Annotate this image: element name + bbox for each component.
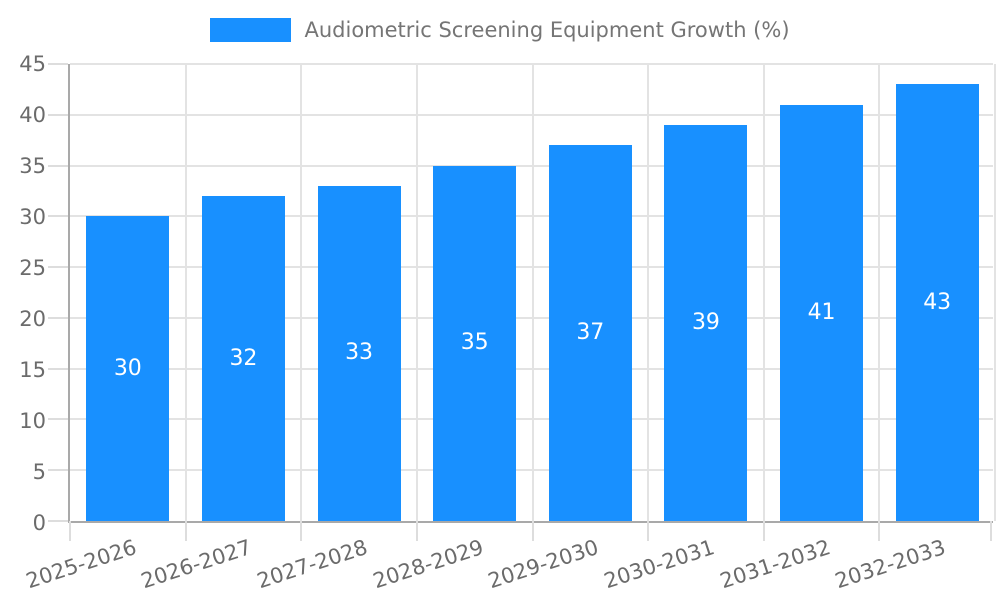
bar-value-label: 41 (807, 299, 836, 325)
bar: 30 (86, 216, 170, 521)
x-tick (531, 521, 534, 541)
bar-value-label: 30 (113, 355, 142, 381)
y-tick (48, 266, 68, 269)
v-gridline (300, 64, 303, 521)
x-tick (415, 521, 418, 541)
x-tick (878, 521, 881, 541)
y-tick-label: 35 (19, 154, 46, 178)
bar-value-label: 32 (229, 345, 258, 371)
y-tick-label: 10 (19, 409, 46, 433)
v-gridline (531, 64, 534, 521)
y-tick (48, 367, 68, 370)
plot-area: 30 32 33 35 37 39 41 43 (48, 63, 996, 541)
bar-value-label: 39 (691, 309, 720, 335)
y-tick (48, 215, 68, 218)
y-tick-label: 40 (19, 103, 46, 127)
x-tick (300, 521, 303, 541)
x-tick (69, 521, 71, 541)
legend-label: Audiometric Screening Equipment Growth (… (304, 18, 790, 42)
y-tick-label: 5 (32, 460, 46, 484)
bar: 43 (895, 84, 979, 521)
bar: 33 (317, 185, 401, 521)
y-tick-label: 20 (19, 307, 46, 331)
y-tick-label: 45 (19, 52, 46, 76)
y-tick (48, 520, 68, 522)
bar: 32 (201, 196, 285, 521)
y-tick (48, 113, 68, 116)
x-tick-label: 2030-2031 (601, 535, 718, 594)
x-tick-label: 2031-2032 (716, 535, 833, 594)
y-tick (48, 63, 68, 65)
v-gridline (184, 64, 187, 521)
bar: 37 (548, 145, 632, 521)
x-tick (762, 521, 765, 541)
bar-value-label: 35 (460, 330, 489, 356)
v-gridline (878, 64, 881, 521)
bar-value-label: 43 (923, 289, 952, 315)
bar-value-label: 37 (576, 320, 605, 346)
y-tick (48, 164, 68, 167)
bar: 35 (433, 165, 517, 521)
x-tick (990, 521, 992, 541)
y-tick-label: 15 (19, 357, 46, 382)
x-tick-label: 2026-2027 (138, 535, 255, 594)
x-tick-label: 2032-2033 (832, 535, 949, 594)
y-tick-label: 25 (19, 256, 46, 280)
y-tick (48, 316, 68, 319)
y-tick-label: 0 (32, 511, 46, 535)
x-tick-label: 2029-2030 (485, 535, 602, 594)
v-gridline (647, 64, 650, 521)
x-tick-label: 2027-2028 (254, 535, 371, 594)
bar: 41 (780, 104, 864, 521)
legend: Audiometric Screening Equipment Growth (… (0, 16, 1000, 44)
bar: 39 (664, 124, 748, 521)
v-gridline (415, 64, 418, 521)
y-tick-label: 30 (19, 204, 46, 229)
legend-swatch (210, 18, 292, 42)
x-tick-label: 2028-2029 (369, 535, 487, 594)
x-tick (647, 521, 650, 541)
y-tick (48, 469, 68, 472)
v-gridline (762, 64, 765, 521)
bar-value-label: 33 (345, 340, 374, 366)
x-tick-label: 2025-2026 (22, 535, 140, 594)
y-axis-labels: 0 5 10 15 20 25 30 35 40 45 (0, 52, 46, 535)
v-gridline (994, 64, 996, 521)
y-tick (48, 418, 68, 421)
x-tick (184, 521, 187, 541)
